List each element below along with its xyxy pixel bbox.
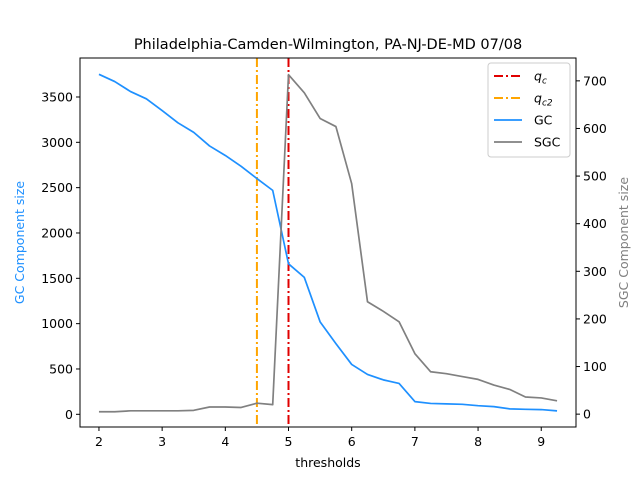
x-tick-label: 8: [474, 434, 482, 449]
y-axis-right-label: SGC Component size: [616, 177, 631, 308]
x-tick-label: 9: [537, 434, 545, 449]
y-right-tick-label: 400: [583, 216, 607, 231]
y-axis-right: 0 100 200 300 400 500 600 700: [576, 73, 607, 422]
legend: qc qc2 GC SGC: [487, 62, 571, 158]
x-axis: 2 3 4 5 6 7 8 9: [95, 427, 545, 449]
y-right-tick-label: 700: [583, 73, 607, 88]
y-left-tick-label: 1000: [41, 316, 73, 331]
legend-label-q-c2: qc2: [534, 91, 553, 109]
x-axis-label: thresholds: [295, 455, 360, 470]
y-axis-left: 0 500 1000 1500 2000 2500 3000 3500: [41, 89, 80, 422]
y-right-tick-label: 600: [583, 121, 607, 136]
y-right-tick-label: 200: [583, 311, 607, 326]
legend-label-sgc: SGC: [534, 135, 561, 150]
y-left-tick-label: 2000: [41, 225, 73, 240]
y-right-tick-label: 0: [583, 407, 591, 422]
series-line-sgc: [98, 73, 558, 413]
legend-label-gc: GC: [534, 113, 553, 128]
chart-title: Philadelphia-Camden-Wilmington, PA-NJ-DE…: [134, 37, 522, 53]
x-tick-label: 7: [411, 434, 419, 449]
y-right-tick-label: 500: [583, 169, 607, 184]
legend-box: [487, 62, 571, 158]
y-left-tick-label: 3000: [41, 135, 73, 150]
y-left-tick-label: 0: [65, 407, 73, 422]
plot-frame: [79, 57, 577, 428]
y-left-tick-label: 2500: [41, 180, 73, 195]
y-right-tick-label: 100: [583, 359, 607, 374]
y-left-tick-label: 500: [49, 361, 73, 376]
y-right-tick-label: 300: [583, 264, 607, 279]
x-tick-label: 4: [221, 434, 229, 449]
series-line-gc: [98, 73, 558, 412]
x-tick-label: 3: [158, 434, 166, 449]
y-left-tick-label: 1500: [41, 271, 73, 286]
x-tick-label: 5: [285, 434, 293, 449]
threshold-lines: [255, 58, 290, 427]
x-tick-label: 6: [348, 434, 356, 449]
series-lines: [98, 73, 558, 413]
x-tick-label: 2: [95, 434, 103, 449]
y-left-tick-label: 3500: [41, 89, 73, 104]
y-axis-left-label: GC Component size: [12, 181, 27, 304]
legend-label-q-c: qc: [534, 69, 547, 87]
